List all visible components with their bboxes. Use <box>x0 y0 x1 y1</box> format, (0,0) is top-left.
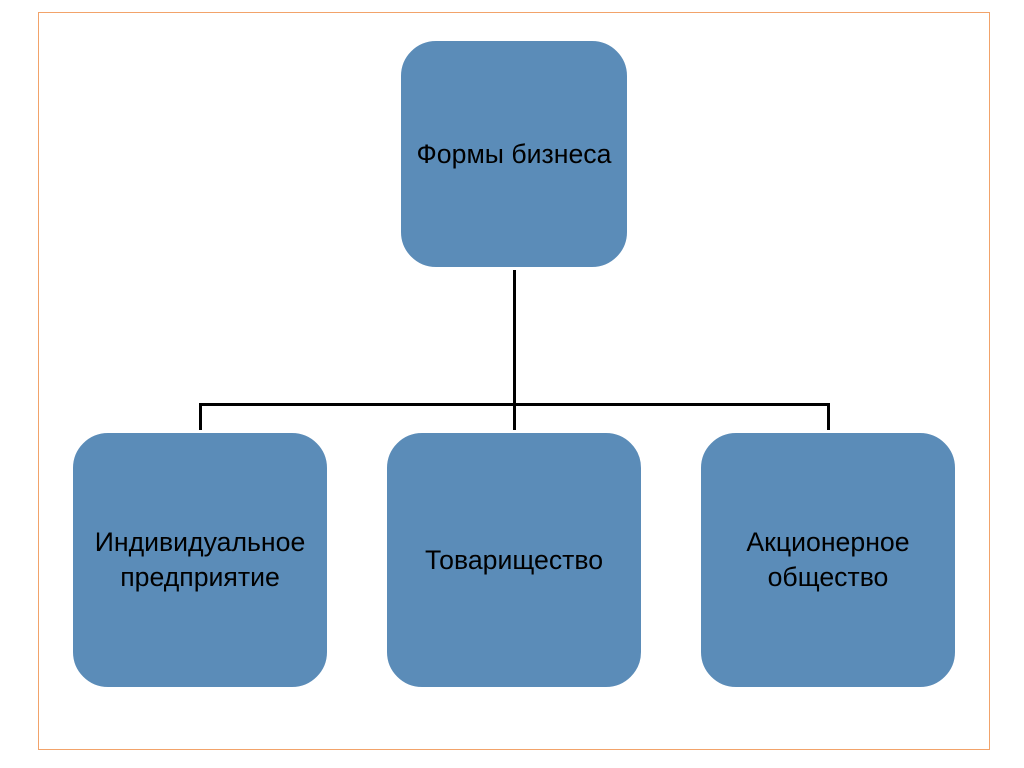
child-label: Товарищество <box>425 543 603 578</box>
child-label: Индивидуальное предприятие <box>73 525 327 594</box>
child-node-1: Товарищество <box>384 430 644 690</box>
root-node: Формы бизнеса <box>398 38 630 270</box>
child-node-2: Акционерное общество <box>698 430 958 690</box>
child-node-0: Индивидуальное предприятие <box>70 430 330 690</box>
root-label: Формы бизнеса <box>417 137 612 172</box>
child-label: Акционерное общество <box>701 525 955 594</box>
